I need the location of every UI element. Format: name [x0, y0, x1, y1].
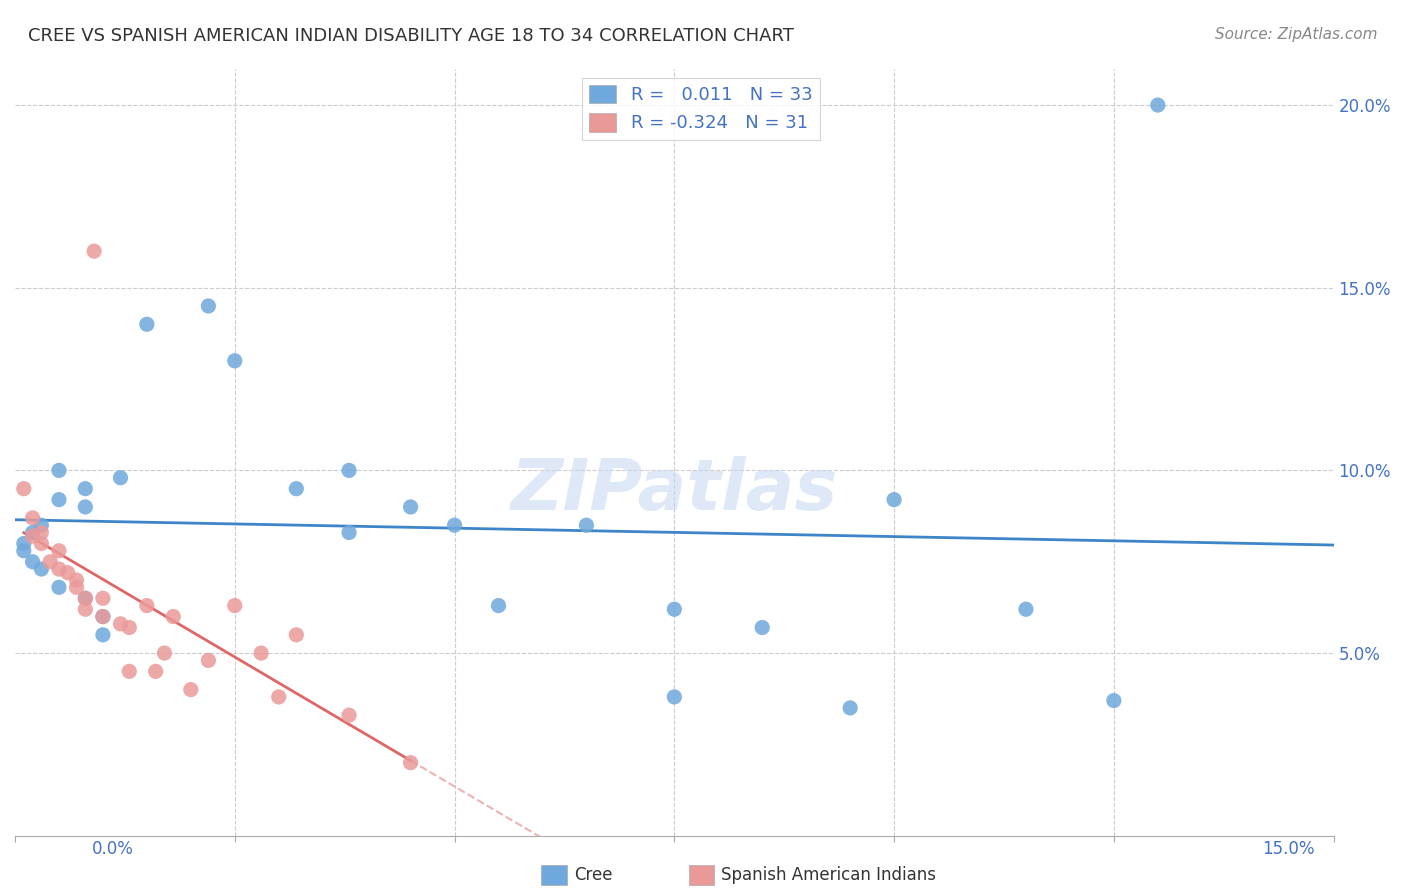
Point: [337, 463, 360, 477]
Point: [197, 653, 219, 667]
Point: [48, 492, 70, 507]
Point: [575, 518, 598, 533]
Text: 0.0%: 0.0%: [91, 840, 134, 858]
Point: [21, 511, 44, 525]
Point: [162, 609, 184, 624]
Point: [48, 580, 70, 594]
Point: [13, 482, 35, 496]
Point: [48, 562, 70, 576]
Point: [21, 555, 44, 569]
Point: [224, 599, 246, 613]
Text: 15.0%: 15.0%: [1263, 840, 1315, 858]
Point: [91, 628, 114, 642]
Point: [65, 580, 87, 594]
Point: [56, 566, 79, 580]
Point: [75, 500, 97, 514]
Point: [75, 591, 97, 606]
Point: [39, 555, 62, 569]
Point: [30, 518, 52, 533]
Point: [118, 665, 141, 679]
Point: [197, 299, 219, 313]
Point: [285, 482, 308, 496]
Point: [118, 620, 141, 634]
Point: [48, 463, 70, 477]
Point: [285, 628, 308, 642]
Point: [110, 616, 132, 631]
Point: [110, 471, 132, 485]
Text: Cree: Cree: [574, 866, 612, 884]
Point: [75, 602, 97, 616]
Point: [21, 525, 44, 540]
Point: [664, 602, 686, 616]
Point: [153, 646, 176, 660]
Point: [267, 690, 290, 704]
Point: [1146, 98, 1168, 112]
Point: [145, 665, 167, 679]
Point: [839, 701, 862, 715]
Point: [13, 543, 35, 558]
Point: [337, 525, 360, 540]
Legend: R =   0.011   N = 33, R = -0.324   N = 31: R = 0.011 N = 33, R = -0.324 N = 31: [582, 78, 820, 140]
Point: [751, 620, 773, 634]
Point: [91, 609, 114, 624]
Point: [13, 536, 35, 550]
Point: [488, 599, 510, 613]
Text: CREE VS SPANISH AMERICAN INDIAN DISABILITY AGE 18 TO 34 CORRELATION CHART: CREE VS SPANISH AMERICAN INDIAN DISABILI…: [28, 27, 794, 45]
Point: [75, 482, 97, 496]
Point: [135, 599, 157, 613]
Text: ZIPatlas: ZIPatlas: [510, 456, 838, 525]
Point: [337, 708, 360, 723]
Point: [224, 353, 246, 368]
Point: [250, 646, 273, 660]
Point: [30, 525, 52, 540]
Point: [30, 536, 52, 550]
Point: [91, 609, 114, 624]
Point: [91, 591, 114, 606]
Point: [21, 529, 44, 543]
Point: [30, 562, 52, 576]
Point: [399, 500, 422, 514]
Point: [83, 244, 105, 259]
Point: [399, 756, 422, 770]
Point: [75, 591, 97, 606]
Text: Source: ZipAtlas.com: Source: ZipAtlas.com: [1215, 27, 1378, 42]
Point: [135, 318, 157, 332]
Point: [1102, 693, 1125, 707]
Text: Spanish American Indians: Spanish American Indians: [721, 866, 936, 884]
Point: [65, 573, 87, 587]
Point: [664, 690, 686, 704]
Point: [443, 518, 465, 533]
Point: [180, 682, 202, 697]
Point: [1015, 602, 1038, 616]
Point: [48, 543, 70, 558]
Point: [883, 492, 905, 507]
